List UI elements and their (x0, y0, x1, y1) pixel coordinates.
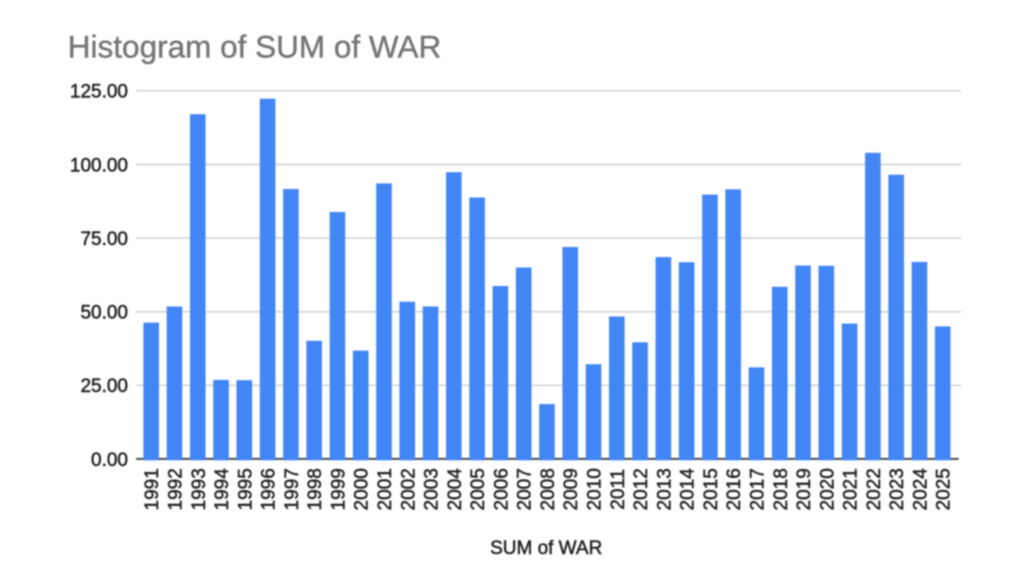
svg-text:2021: 2021 (841, 468, 862, 510)
svg-text:2009: 2009 (561, 468, 582, 510)
svg-text:2018: 2018 (771, 468, 792, 510)
svg-text:2002: 2002 (398, 468, 419, 510)
svg-text:1997: 1997 (282, 468, 303, 510)
svg-text:100.00: 100.00 (70, 155, 128, 176)
svg-text:1994: 1994 (212, 468, 233, 511)
svg-text:1995: 1995 (235, 468, 256, 510)
svg-text:2016: 2016 (724, 468, 745, 510)
svg-text:Histogram of SUM of WAR: Histogram of SUM of WAR (68, 28, 441, 64)
svg-text:0.00: 0.00 (91, 450, 128, 471)
svg-text:1993: 1993 (189, 468, 210, 510)
svg-text:2006: 2006 (491, 468, 512, 510)
svg-text:1991: 1991 (142, 468, 163, 510)
svg-text:2013: 2013 (654, 468, 675, 510)
svg-text:2015: 2015 (701, 468, 722, 510)
svg-text:2005: 2005 (468, 468, 489, 510)
svg-text:SUM of WAR: SUM of WAR (490, 538, 602, 559)
svg-text:25.00: 25.00 (80, 376, 128, 397)
svg-text:125.00: 125.00 (70, 82, 128, 103)
svg-text:2010: 2010 (585, 468, 606, 510)
svg-text:2012: 2012 (631, 468, 652, 510)
svg-text:2000: 2000 (352, 468, 373, 510)
svg-text:2024: 2024 (910, 468, 931, 511)
svg-text:2004: 2004 (445, 468, 466, 511)
svg-text:50.00: 50.00 (80, 303, 128, 324)
svg-text:2022: 2022 (864, 468, 885, 510)
svg-text:1992: 1992 (165, 468, 186, 510)
svg-text:2019: 2019 (794, 468, 815, 510)
svg-text:1999: 1999 (328, 468, 349, 510)
svg-text:2003: 2003 (422, 468, 443, 510)
svg-text:2008: 2008 (538, 468, 559, 510)
svg-text:2023: 2023 (887, 468, 908, 510)
svg-text:2017: 2017 (747, 468, 768, 510)
svg-text:2020: 2020 (817, 468, 838, 510)
svg-text:75.00: 75.00 (80, 229, 128, 250)
svg-text:2025: 2025 (934, 468, 955, 510)
svg-text:2001: 2001 (375, 468, 396, 510)
svg-text:1998: 1998 (305, 468, 326, 510)
svg-text:2007: 2007 (515, 468, 536, 510)
svg-text:2014: 2014 (678, 468, 699, 511)
svg-text:2011: 2011 (608, 469, 629, 510)
svg-text:1996: 1996 (259, 468, 280, 510)
